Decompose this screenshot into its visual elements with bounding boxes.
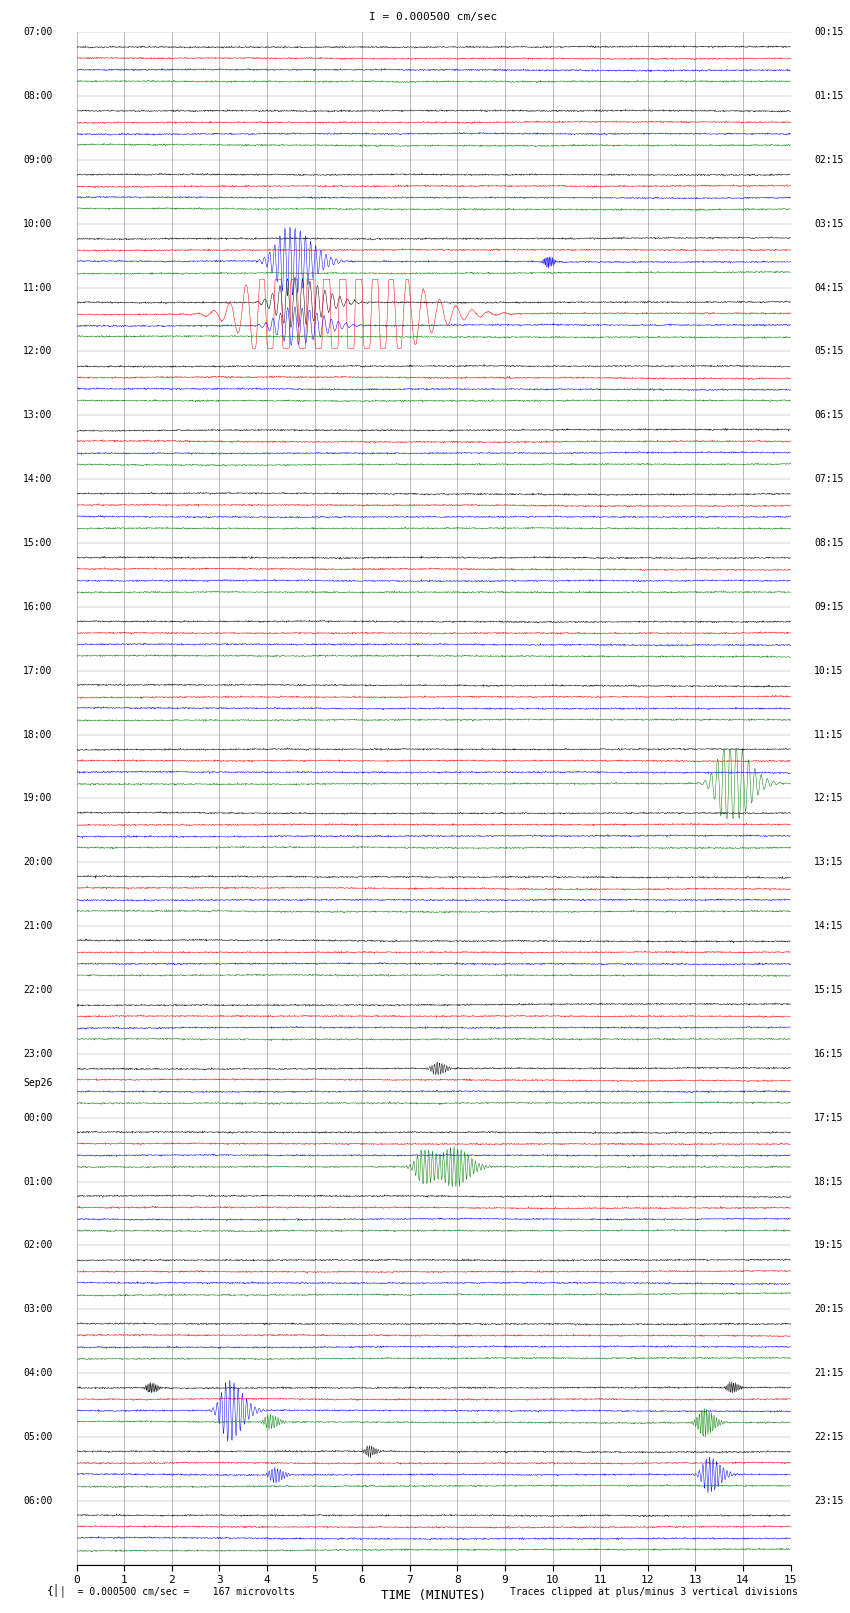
Text: 22:00: 22:00 <box>23 986 53 995</box>
X-axis label: TIME (MINUTES): TIME (MINUTES) <box>381 1589 486 1602</box>
Text: 11:15: 11:15 <box>814 729 844 740</box>
Text: 09:00: 09:00 <box>23 155 53 165</box>
Text: │  = 0.000500 cm/sec =    167 microvolts: │ = 0.000500 cm/sec = 167 microvolts <box>60 1586 294 1597</box>
Text: 10:15: 10:15 <box>814 666 844 676</box>
Text: 13:00: 13:00 <box>23 410 53 421</box>
Text: 16:00: 16:00 <box>23 602 53 611</box>
Text: 14:00: 14:00 <box>23 474 53 484</box>
Text: 03:15: 03:15 <box>814 219 844 229</box>
Text: 08:15: 08:15 <box>814 539 844 548</box>
Text: 22:15: 22:15 <box>814 1432 844 1442</box>
Text: Traces clipped at plus/minus 3 vertical divisions: Traces clipped at plus/minus 3 vertical … <box>510 1587 798 1597</box>
Text: 20:15: 20:15 <box>814 1305 844 1315</box>
Text: 05:00: 05:00 <box>23 1432 53 1442</box>
Text: 19:00: 19:00 <box>23 794 53 803</box>
Text: 08:00: 08:00 <box>23 90 53 102</box>
Text: 15:00: 15:00 <box>23 539 53 548</box>
Text: 01:15: 01:15 <box>814 90 844 102</box>
Text: 04:00: 04:00 <box>23 1368 53 1378</box>
Text: 00:00: 00:00 <box>23 1113 53 1123</box>
Text: 05:15: 05:15 <box>814 347 844 356</box>
Text: 06:00: 06:00 <box>23 1495 53 1507</box>
Text: 23:15: 23:15 <box>814 1495 844 1507</box>
Text: 04:15: 04:15 <box>814 282 844 292</box>
Text: 07:00: 07:00 <box>23 27 53 37</box>
Text: 17:00: 17:00 <box>23 666 53 676</box>
Text: 17:15: 17:15 <box>814 1113 844 1123</box>
Text: 15:15: 15:15 <box>814 986 844 995</box>
Text: 13:15: 13:15 <box>814 857 844 868</box>
Text: 14:15: 14:15 <box>814 921 844 931</box>
Text: 20:00: 20:00 <box>23 857 53 868</box>
Text: Sep26: Sep26 <box>23 1077 53 1087</box>
Text: 16:15: 16:15 <box>814 1048 844 1058</box>
Text: 21:15: 21:15 <box>814 1368 844 1378</box>
Text: 18:00: 18:00 <box>23 729 53 740</box>
Text: 06:15: 06:15 <box>814 410 844 421</box>
Text: 03:00: 03:00 <box>23 1305 53 1315</box>
Text: 12:00: 12:00 <box>23 347 53 356</box>
Text: 23:00: 23:00 <box>23 1048 53 1058</box>
Text: 21:00: 21:00 <box>23 921 53 931</box>
Text: 09:15: 09:15 <box>814 602 844 611</box>
Text: 10:00: 10:00 <box>23 219 53 229</box>
Text: 18:15: 18:15 <box>814 1176 844 1187</box>
Text: {│: {│ <box>47 1584 60 1597</box>
Text: 11:00: 11:00 <box>23 282 53 292</box>
Text: 19:15: 19:15 <box>814 1240 844 1250</box>
Text: 12:15: 12:15 <box>814 794 844 803</box>
Text: 01:00: 01:00 <box>23 1176 53 1187</box>
Text: 02:15: 02:15 <box>814 155 844 165</box>
Text: 07:15: 07:15 <box>814 474 844 484</box>
Text: 02:00: 02:00 <box>23 1240 53 1250</box>
Text: I = 0.000500 cm/sec: I = 0.000500 cm/sec <box>370 11 497 21</box>
Text: 00:15: 00:15 <box>814 27 844 37</box>
